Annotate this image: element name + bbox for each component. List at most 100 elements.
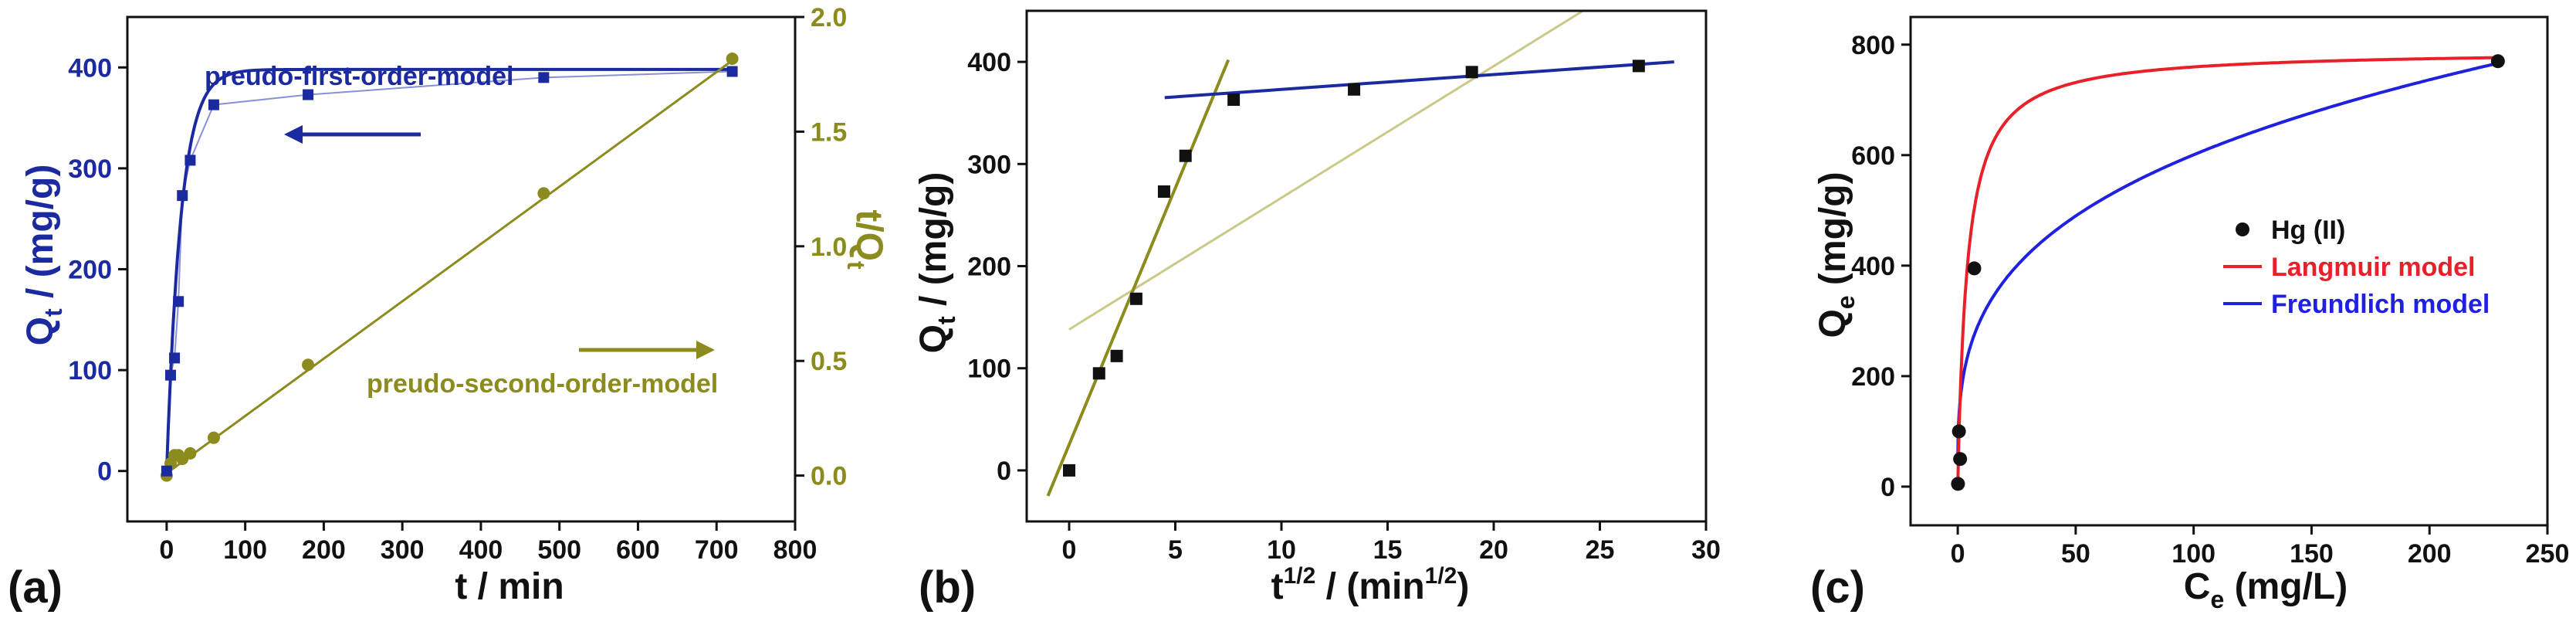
panel-a-xlabel: t / min	[455, 566, 564, 607]
panel-a-ylabel: Qt / (mg/g)	[20, 165, 67, 346]
tqt-data-point	[302, 358, 315, 372]
x-tick-label: 500	[537, 535, 581, 565]
panel-a-kinetics-chart: 0 100 200 300 400 500 600 700 800 0100200300400 …	[8, 3, 889, 613]
tqt-data-point	[726, 53, 739, 66]
panel-a-y-axis-right: 0.0 0.5 1.0 1.5 2.0	[795, 3, 847, 491]
hg-data-point	[1953, 452, 1968, 467]
y-tick-label: 800	[1851, 31, 1895, 60]
hg-data-point	[1951, 477, 1965, 491]
y-tick-label: 0	[997, 457, 1011, 486]
x-tick-label: 100	[2171, 539, 2215, 569]
panel-c-y-axis: 0 200 400 600 800	[1851, 31, 1911, 502]
panel-a-y-axis-left: 0 100 200 300 400	[68, 53, 127, 487]
panel-a-arrow-left-icon	[284, 125, 421, 144]
qt-data-point	[303, 89, 314, 100]
y-tick-label: 400	[967, 48, 1011, 77]
y-tick-label: 400	[68, 53, 112, 83]
panel-b-xlabel: t1/2 / (min1/2)	[1271, 563, 1470, 607]
qt-sqrt-data-point	[1179, 149, 1192, 162]
panel-a-label: (a)	[8, 562, 63, 613]
qt-sqrt-data-point	[1348, 83, 1361, 96]
panel-a-annotation-first-order: preudo-first-order-model	[205, 62, 513, 91]
y2-tick-label: 1.5	[811, 117, 847, 147]
panel-c-x-axis: 0 50 100 150 200 250	[1951, 525, 2570, 569]
x-tick-label: 100	[223, 535, 267, 565]
panel-c-plot-area	[1951, 54, 2505, 491]
legend-label-langmuir: Langmuir model	[2271, 253, 2475, 282]
x-tick-label: 5	[1168, 535, 1183, 565]
panel-a-arrow-right-icon	[579, 341, 715, 359]
panel-b-frame	[1025, 9, 1708, 523]
y-tick-label: 400	[1851, 252, 1895, 281]
qt-data-point	[184, 154, 196, 166]
x-tick-label: 250	[2526, 539, 2570, 569]
y-tick-label: 600	[1851, 141, 1895, 171]
y-tick-label: 200	[967, 253, 1011, 282]
langmuir-fit-line	[1956, 56, 2498, 485]
panel-a-y2label: t/Qt	[842, 209, 889, 270]
x-tick-label: 700	[695, 535, 739, 565]
qt-sqrt-data-point	[1110, 349, 1123, 362]
panel-b-label: (b)	[919, 562, 976, 613]
x-tick-label: 150	[2290, 539, 2334, 569]
x-tick-label: 400	[459, 535, 503, 565]
y-tick-label: 0	[1880, 473, 1895, 502]
tqt-data-point	[537, 187, 550, 200]
first-order-fit-line	[164, 67, 733, 471]
hg-data-point	[1951, 424, 1966, 439]
y2-tick-label: 2.0	[811, 3, 847, 32]
qt-sqrt-data-point	[1092, 367, 1105, 380]
x-tick-label: 0	[159, 535, 174, 565]
panel-b-y-axis: 0 100 200 300 400	[967, 48, 1027, 486]
x-tick-label: 800	[773, 535, 817, 565]
qt-data-point	[177, 190, 188, 202]
qt-data-point	[169, 352, 181, 364]
x-tick-label: 25	[1586, 535, 1615, 565]
qt-data-point	[173, 296, 184, 307]
qt-sqrt-data-point	[1632, 59, 1645, 73]
x-tick-label: 0	[1062, 535, 1077, 565]
x-tick-label: 10	[1267, 535, 1296, 565]
legend-marker-hg	[2236, 222, 2249, 236]
y2-tick-label: 0.0	[811, 462, 847, 491]
tqt-data-point	[207, 431, 220, 444]
legend-label-freundlich: Freundlich model	[2271, 290, 2490, 319]
overall-fit-line	[1068, 11, 1584, 331]
second-order-fit-line	[165, 59, 733, 474]
x-tick-label: 300	[381, 535, 425, 565]
qt-data-point	[538, 72, 550, 83]
qt-sqrt-data-point	[1129, 292, 1142, 305]
y-tick-label: 200	[68, 256, 112, 285]
panel-a-plot-area	[160, 53, 739, 482]
qt-data-point	[164, 369, 176, 381]
panel-c-ylabel: Qe (mg/g)	[1813, 171, 1860, 338]
stage2-fit-line	[1164, 60, 1674, 100]
x-tick-label: 600	[616, 535, 660, 565]
y-tick-label: 100	[967, 355, 1011, 384]
y-tick-label: 0	[97, 457, 112, 487]
x-tick-label: 200	[2408, 539, 2452, 569]
qt-data-point	[161, 465, 172, 477]
qt-data-point	[726, 66, 738, 77]
panel-c-frame	[1909, 15, 2549, 527]
panel-b-intraparticle-diffusion-chart: 0 5 10 15 20 25 30 0 100 200 300 400 (b) t1/2 / (m…	[913, 9, 1721, 613]
x-tick-label: 20	[1479, 535, 1508, 565]
qt-sqrt-data-point	[1063, 464, 1075, 477]
panel-c-xlabel: Ce (mg/L)	[2184, 566, 2348, 613]
y2-tick-label: 0.5	[811, 347, 847, 376]
qt-sqrt-data-point	[1227, 93, 1241, 107]
legend-label-hg: Hg (II)	[2271, 216, 2345, 245]
stage1-fit-line	[1046, 59, 1230, 497]
x-tick-label: 30	[1691, 535, 1721, 565]
panel-b-plot-area	[1046, 11, 1674, 497]
hg-data-point	[2490, 54, 2505, 69]
panel-c-isotherm-chart: 0 50 100 150 200 250 0 200 400 600 800 (c) Ce (mg…	[1810, 15, 2570, 613]
panel-b-fit-lines	[1046, 11, 1674, 497]
panel-c-legend: Hg (II) Langmuir model Freundlich model	[2223, 216, 2490, 319]
panel-a-x-axis: 0 100 200 300 400 500 600 700 800	[159, 521, 817, 565]
hg-data-point	[1967, 261, 1982, 276]
panel-b-ylabel: Qt / (mg/g)	[913, 172, 960, 354]
x-tick-label: 0	[1951, 539, 1965, 569]
qt-data-point	[208, 99, 219, 110]
x-tick-label: 15	[1373, 535, 1403, 565]
